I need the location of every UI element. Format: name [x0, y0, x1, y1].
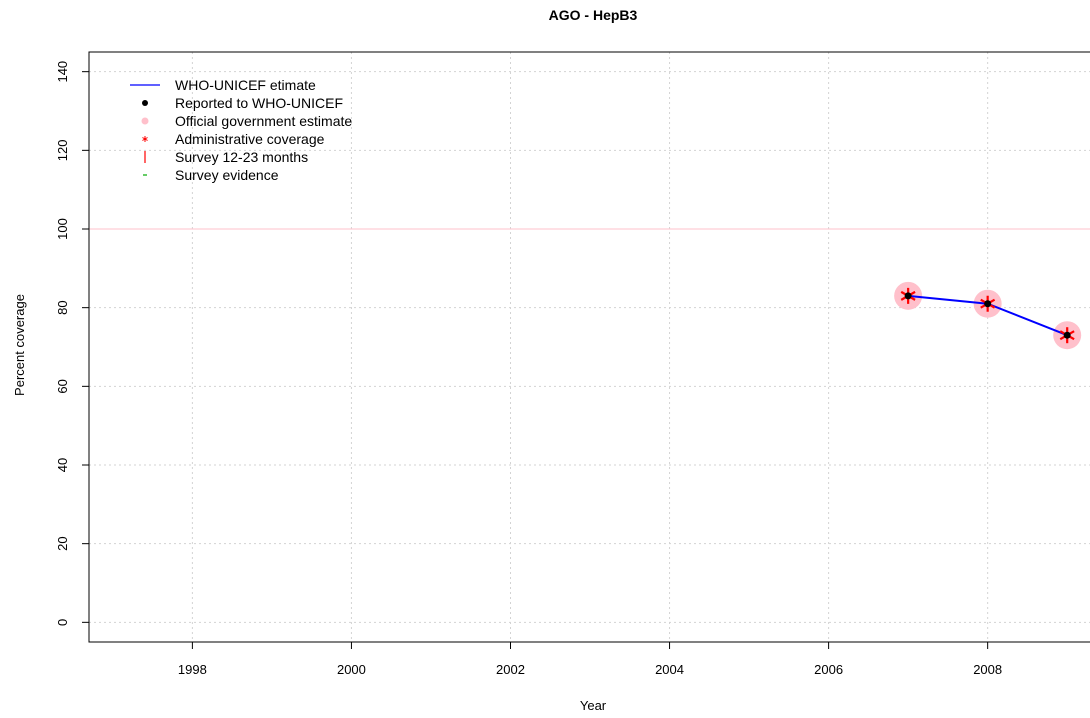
- x-tick-label: 2002: [496, 662, 525, 677]
- x-tick-label: 2004: [655, 662, 684, 677]
- legend-label: Reported to WHO-UNICEF: [175, 95, 343, 111]
- y-tick-label: 100: [55, 218, 70, 240]
- legend-label: Official government estimate: [175, 113, 352, 129]
- reported-point: [984, 300, 992, 308]
- legend-symbol-dot: [142, 100, 148, 106]
- legend-item: Official government estimate: [141, 113, 352, 129]
- chart-title: AGO - HepB3: [549, 7, 638, 23]
- data-marks: [894, 281, 1082, 350]
- x-axis-ticks: 1998 2000 2002 2004 2006 2008: [178, 642, 1002, 677]
- legend-item: WHO-UNICEF etimate: [130, 77, 316, 93]
- y-tick-label: 140: [55, 61, 70, 83]
- y-axis-ticks: 0 20 40 60 80 100 120 140: [55, 61, 89, 626]
- legend-item: Survey evidence: [143, 167, 279, 183]
- y-axis-label: Percent coverage: [12, 294, 27, 396]
- x-tick-label: 2006: [814, 662, 843, 677]
- y-tick-label: 0: [55, 619, 70, 626]
- x-tick-label: 2008: [973, 662, 1002, 677]
- legend-item: Reported to WHO-UNICEF: [142, 95, 343, 111]
- y-tick-label: 80: [55, 300, 70, 314]
- grid: [89, 52, 1090, 642]
- y-tick-label: 120: [55, 139, 70, 161]
- y-tick-label: 20: [55, 536, 70, 550]
- legend-symbol-circle: [141, 117, 149, 125]
- legend: WHO-UNICEF etimate Reported to WHO-UNICEF…: [130, 77, 352, 183]
- y-tick-label: 60: [55, 379, 70, 393]
- plot-frame: [88, 51, 1090, 643]
- x-tick-label: 1998: [178, 662, 207, 677]
- reported-point: [1063, 331, 1071, 339]
- legend-item: Survey 12-23 months: [144, 149, 308, 165]
- x-tick-label: 2000: [337, 662, 366, 677]
- legend-label: Administrative coverage: [175, 131, 325, 147]
- legend-item: Administrative coverage: [142, 131, 325, 147]
- legend-label: WHO-UNICEF etimate: [175, 77, 316, 93]
- x-axis-label: Year: [580, 698, 607, 713]
- reported-point: [904, 292, 912, 300]
- y-tick-label: 40: [55, 458, 70, 472]
- legend-label: Survey evidence: [175, 167, 279, 183]
- legend-label: Survey 12-23 months: [175, 149, 308, 165]
- legend-symbol-asterisk: [142, 137, 148, 141]
